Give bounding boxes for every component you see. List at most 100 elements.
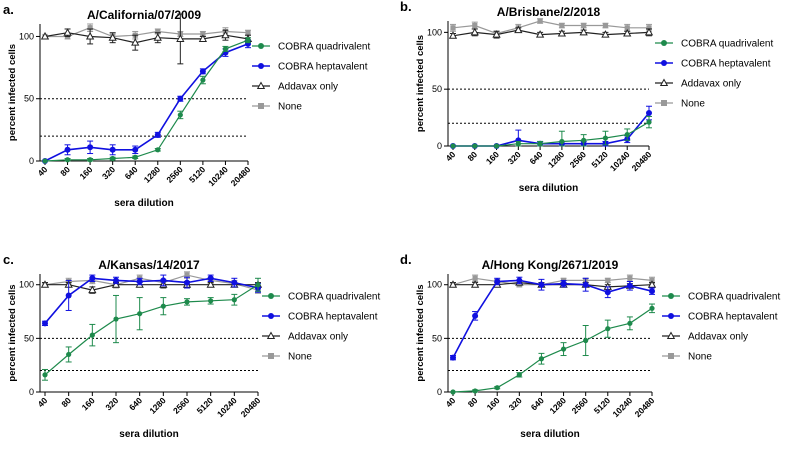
- chart-title: A/California/07/2009: [87, 8, 201, 22]
- chart-title: A/Brisbane/2/2018: [497, 5, 601, 19]
- x-tick-label: 1280: [546, 149, 567, 170]
- legend-marker: [668, 293, 674, 299]
- data-point: [472, 22, 478, 29]
- legend: COBRA quadrivalent COBRA heptavalent Addav…: [252, 42, 370, 113]
- y-tick-label: 100: [19, 280, 34, 290]
- data-point: [245, 30, 251, 36]
- data-point: [154, 131, 161, 138]
- x-tick-label: 40: [36, 395, 50, 409]
- data-point: [649, 288, 655, 295]
- data-point: [493, 143, 500, 149]
- legend-marker: [268, 353, 274, 359]
- x-tick-label: 80: [58, 164, 72, 178]
- y-tick-label: 0: [437, 387, 442, 397]
- y-tick-label: 50: [432, 84, 442, 94]
- legend-label: COBRA heptavalent: [688, 312, 778, 323]
- legend-marker: [666, 331, 676, 339]
- data-point: [604, 289, 611, 296]
- x-tick-label: 160: [77, 164, 94, 181]
- series-addavax: [448, 25, 654, 39]
- data-point: [559, 138, 565, 145]
- x-tick-label: 320: [103, 395, 120, 412]
- data-point: [646, 119, 652, 125]
- x-tick-label: 320: [507, 395, 524, 412]
- y-tick-label: 0: [437, 141, 442, 151]
- x-tick-label: 10240: [611, 395, 635, 419]
- data-point: [535, 30, 545, 38]
- data-point: [42, 372, 48, 378]
- data-point: [624, 25, 630, 31]
- legend-label: Addavax only: [288, 332, 348, 343]
- data-point: [208, 298, 214, 304]
- x-axis-label: sera dilution: [520, 429, 579, 440]
- data-point: [42, 320, 48, 327]
- data-point: [88, 285, 97, 294]
- panel-label: a.: [3, 2, 14, 17]
- data-point: [108, 33, 117, 41]
- x-tick-label: 5120: [592, 395, 613, 416]
- series-line: [452, 20, 649, 35]
- data-point: [601, 30, 610, 38]
- data-point: [649, 305, 655, 311]
- data-point: [89, 275, 96, 282]
- chart-panel-2: b. A/Brisbane/2/2018 0 50 100 40 80 160 320 640 12…: [400, 0, 773, 194]
- data-point: [627, 275, 633, 281]
- data-point: [184, 272, 190, 278]
- legend-marker: [258, 103, 264, 109]
- x-tick-label: 320: [100, 164, 117, 181]
- series-line: [44, 274, 259, 291]
- data-point: [64, 157, 71, 163]
- data-point: [153, 33, 162, 41]
- x-tick-label: 20480: [229, 164, 253, 188]
- data-point: [450, 389, 456, 395]
- series-quadrivalent: [450, 115, 652, 149]
- data-point: [132, 146, 139, 153]
- series-quadrivalent: [42, 277, 261, 381]
- data-point: [137, 311, 143, 317]
- data-point: [647, 280, 657, 288]
- series-line: [44, 43, 249, 162]
- legend-marker: [268, 313, 274, 319]
- x-tick-label: 40: [444, 149, 458, 163]
- x-tick-label: 2560: [570, 395, 591, 416]
- data-point: [200, 77, 206, 83]
- x-tick-label: 40: [36, 164, 50, 178]
- legend-label: None: [288, 352, 312, 363]
- data-point: [472, 143, 478, 149]
- y-tick-label: 0: [29, 387, 34, 397]
- data-point: [602, 135, 609, 141]
- data-point: [63, 28, 72, 36]
- data-point: [472, 388, 478, 394]
- y-axis-label: percent infected cells: [415, 35, 426, 132]
- series-line: [44, 39, 249, 162]
- y-tick-label: 50: [24, 333, 34, 343]
- x-tick-label: 640: [527, 149, 544, 166]
- data-point: [560, 346, 567, 352]
- data-point: [206, 280, 215, 288]
- x-tick-label: 1280: [142, 164, 163, 185]
- x-tick-label: 2560: [164, 164, 185, 185]
- data-point: [538, 356, 545, 362]
- legend-label: Addavax only: [688, 332, 748, 343]
- data-point: [515, 141, 521, 147]
- series-line: [44, 277, 259, 324]
- data-point: [177, 95, 184, 102]
- data-point: [65, 292, 72, 299]
- data-point: [160, 303, 166, 309]
- legend-label: Addavax only: [278, 82, 338, 93]
- data-point: [626, 282, 633, 289]
- data-point: [602, 22, 609, 29]
- data-point: [155, 147, 161, 153]
- legend-marker: [258, 43, 264, 49]
- series-line: [452, 29, 650, 37]
- legend: COBRA quadrivalent COBRA heptavalent Addav…: [262, 292, 380, 363]
- data-point: [255, 282, 261, 288]
- data-point: [605, 326, 611, 332]
- data-point: [581, 137, 587, 143]
- data-point: [177, 112, 183, 118]
- x-tick-label: 320: [506, 149, 523, 166]
- data-point: [583, 337, 589, 344]
- legend-marker: [256, 81, 266, 89]
- chart-panel-3: c. A/Kansas/14/2017 0 50 100 40 80 160 320 640 128…: [3, 252, 380, 440]
- legend-marker: [266, 331, 276, 339]
